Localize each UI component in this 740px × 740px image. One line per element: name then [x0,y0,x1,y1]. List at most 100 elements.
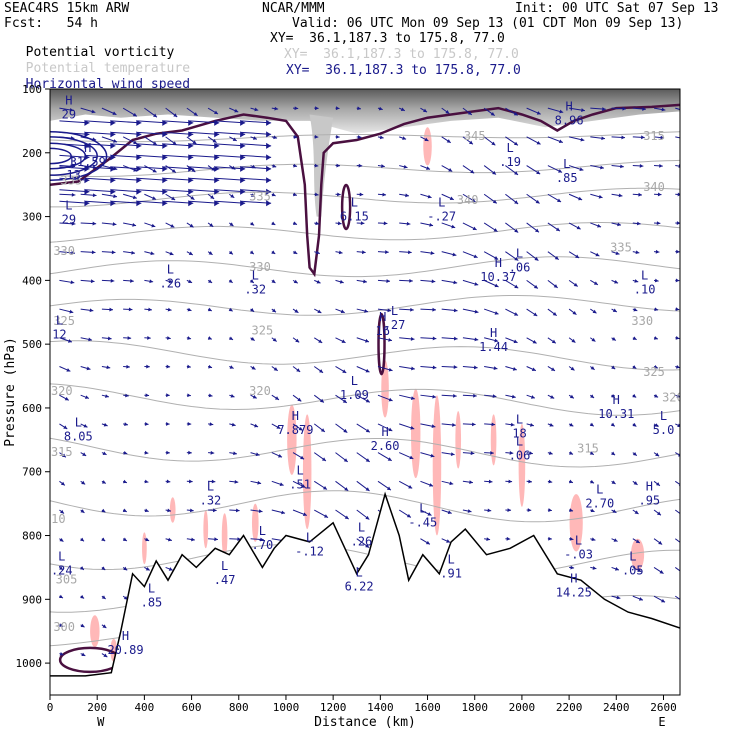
wind-vector-head [611,451,616,456]
extremum-type: L [252,269,259,283]
extremum-value: 2.70 [585,496,614,510]
pv-extremum: H2.60 [371,425,400,453]
wind-vector-head [409,455,414,460]
wind-vector-head [550,395,555,399]
wind-vector-head [528,479,532,484]
pv-extremum: H8.96 [555,100,584,128]
vertical-motion-shading [287,404,297,475]
wind-vector-head [410,396,415,400]
wind-vector-head [128,307,133,312]
wind-vector-head [294,309,299,313]
wind-vector-head [79,566,84,570]
pv-extremum: L.85 [141,581,163,609]
wind-vector-head [64,396,69,401]
wind-vector-head [152,141,157,145]
wind-vector-head [429,222,434,227]
wind-vector-head [682,572,686,576]
wind-vector-head [302,512,307,516]
wind-vector-head [250,193,255,197]
wind-vector-head [675,364,680,369]
wind-vector-head [614,280,619,284]
wind-vector-head [315,221,320,226]
wind-vector-head [406,513,411,518]
pv-extremum: L6.22 [345,565,374,593]
wind-vector-head [536,140,541,145]
isentrope-label: 315 [577,442,599,456]
wind-vector-head [445,110,450,114]
wind-vector-head [530,423,534,427]
wind-vector-head [578,196,583,201]
wind-vector-head [88,337,92,342]
wind-vector-head [677,453,680,457]
wind-vector-head [569,536,574,541]
wind-vector-head [635,539,640,543]
wind-vector-head [123,566,128,571]
wind-vector-head [513,339,518,344]
wind-vector-head [447,510,452,515]
wind-vector-head [249,250,254,255]
extremum-type: L [306,530,313,544]
pv-extremum: L-.45 [408,502,437,530]
wind-vector-head [103,422,108,427]
pv-extremum: L.26 [351,521,373,549]
wind-vector-head [410,307,414,312]
isentrope-line [50,340,680,371]
wind-vector [675,480,680,486]
extremum-value: .95 [638,493,660,507]
wind-vector-head [558,169,563,173]
y-tick-label: 400 [22,274,42,287]
extremum-value: 5.0 [653,423,675,437]
wind-vector-head [514,228,519,233]
terrain-fill [50,494,680,695]
wind-vector-head [210,195,215,199]
x-tick-label: 400 [134,701,154,714]
wind-vector-head [425,540,430,545]
wind-vector-head [337,221,342,226]
isentrope-label: 345 [464,129,486,143]
extremum-type: L [596,482,603,496]
wind-vector-head [550,367,555,371]
valid-time: Valid: 06 UTC Mon 09 Sep 13 (01 CDT Mon … [292,16,684,31]
wind-vector-head [132,112,137,117]
wind-vector-head [430,453,435,458]
wind-vector-head [513,141,518,146]
wind-vector-head [364,309,369,313]
wind-vector-head [449,481,454,486]
extremum-value: .32 [244,283,266,297]
wind-vector-head [207,307,212,312]
wind-vector-head [531,367,536,371]
wind-vector-head [214,537,218,542]
wind-vector-head [126,364,130,369]
isentrope-label: 335 [610,241,632,255]
wind-vector-head [388,337,393,342]
extremum-type: L [167,262,174,276]
extremum-type: L [207,479,214,493]
wind-vector-head [193,112,198,116]
wind-vector-head [101,566,106,570]
extremum-value: .19 [499,155,521,169]
wind-vector-head [659,163,663,168]
vertical-motion-shading [251,503,259,542]
wind-vector-head [237,537,241,542]
wind-vector-head [507,508,512,513]
extremum-value: .47 [214,573,236,587]
pv-extremum: H14.25 [556,572,592,600]
extremum-type: L [259,524,266,538]
wind-vector-head [170,224,175,228]
extremum-type: L [358,521,365,535]
wind-vector-head [402,136,407,140]
wind-vector-head [616,595,621,600]
wind-vector-head [655,452,660,457]
wind-vector-head [598,194,603,199]
wind-vector-head [266,119,272,126]
wind-vector-head [279,482,284,487]
extremum-type: L [355,565,362,579]
wind-vector-head [300,455,305,460]
wind-vector-head [410,425,415,430]
wind-vector-head [112,111,117,115]
wind-vector-head [250,221,255,226]
wind-vector-head [379,135,384,140]
extremum-type: L [660,409,667,423]
extremum-type: L [516,412,523,426]
wind-vector-head [365,515,370,520]
